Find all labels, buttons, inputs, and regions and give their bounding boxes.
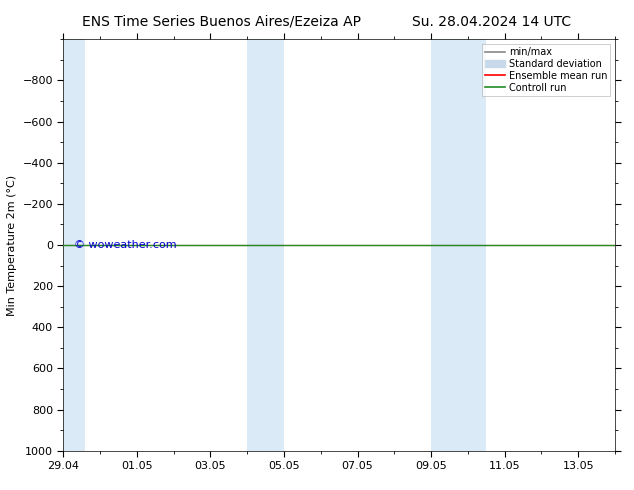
Bar bbox=[247, 39, 284, 451]
Y-axis label: Min Temperature 2m (°C): Min Temperature 2m (°C) bbox=[7, 174, 17, 316]
Text: ENS Time Series Buenos Aires/Ezeiza AP: ENS Time Series Buenos Aires/Ezeiza AP bbox=[82, 15, 361, 29]
Text: © woweather.com: © woweather.com bbox=[74, 240, 177, 250]
Legend: min/max, Standard deviation, Ensemble mean run, Controll run: min/max, Standard deviation, Ensemble me… bbox=[482, 44, 610, 96]
Text: Su. 28.04.2024 14 UTC: Su. 28.04.2024 14 UTC bbox=[412, 15, 571, 29]
Bar bbox=[431, 39, 486, 451]
Bar bbox=[63, 39, 86, 451]
